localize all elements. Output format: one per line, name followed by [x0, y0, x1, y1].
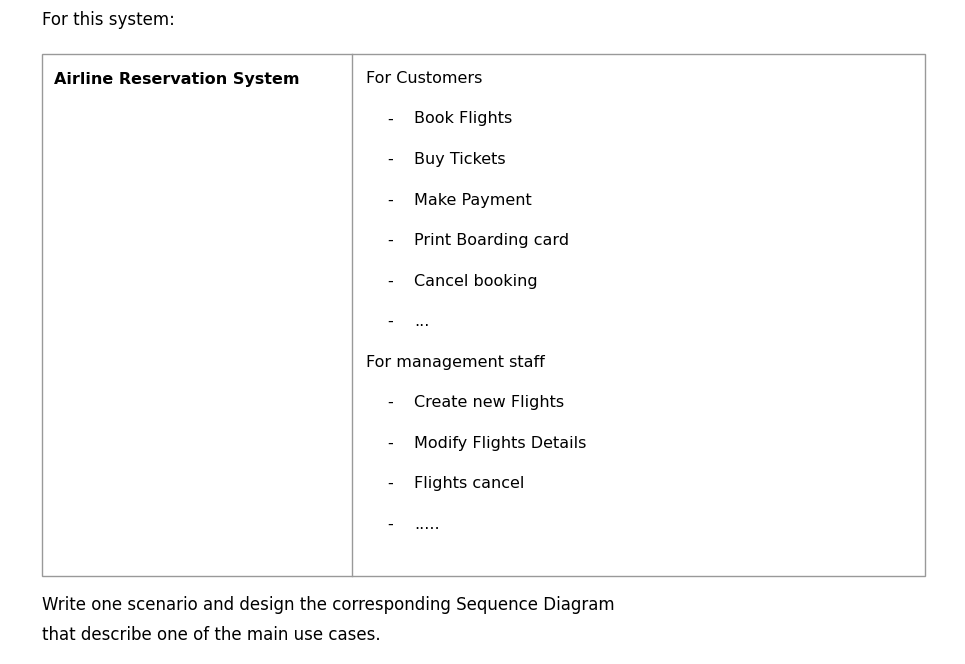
- Text: -: -: [387, 193, 393, 207]
- Text: Buy Tickets: Buy Tickets: [414, 152, 506, 167]
- Text: Create new Flights: Create new Flights: [414, 395, 565, 410]
- Text: ...: ...: [414, 314, 429, 329]
- Text: -: -: [387, 152, 393, 167]
- Text: -: -: [387, 476, 393, 491]
- Text: -: -: [387, 395, 393, 410]
- Text: Modify Flights Details: Modify Flights Details: [414, 436, 587, 450]
- Text: -: -: [387, 314, 393, 329]
- Bar: [42, 54, 925, 576]
- Text: Cancel booking: Cancel booking: [414, 274, 538, 288]
- Text: that describe one of the main use cases.: that describe one of the main use cases.: [42, 626, 380, 644]
- Text: Make Payment: Make Payment: [414, 193, 532, 207]
- Text: Airline Reservation System: Airline Reservation System: [54, 72, 299, 87]
- Text: -: -: [387, 233, 393, 248]
- Text: For management staff: For management staff: [366, 355, 545, 369]
- Text: -: -: [387, 436, 393, 450]
- Text: Print Boarding card: Print Boarding card: [414, 233, 569, 248]
- Text: For Customers: For Customers: [366, 71, 482, 86]
- Text: Book Flights: Book Flights: [414, 112, 512, 127]
- Text: -: -: [387, 112, 393, 127]
- Text: Flights cancel: Flights cancel: [414, 476, 524, 491]
- Text: -: -: [387, 517, 393, 531]
- Text: .....: .....: [414, 517, 440, 531]
- Text: For this system:: For this system:: [42, 11, 175, 29]
- Text: Write one scenario and design the corresponding Sequence Diagram: Write one scenario and design the corres…: [42, 596, 615, 614]
- Text: -: -: [387, 274, 393, 288]
